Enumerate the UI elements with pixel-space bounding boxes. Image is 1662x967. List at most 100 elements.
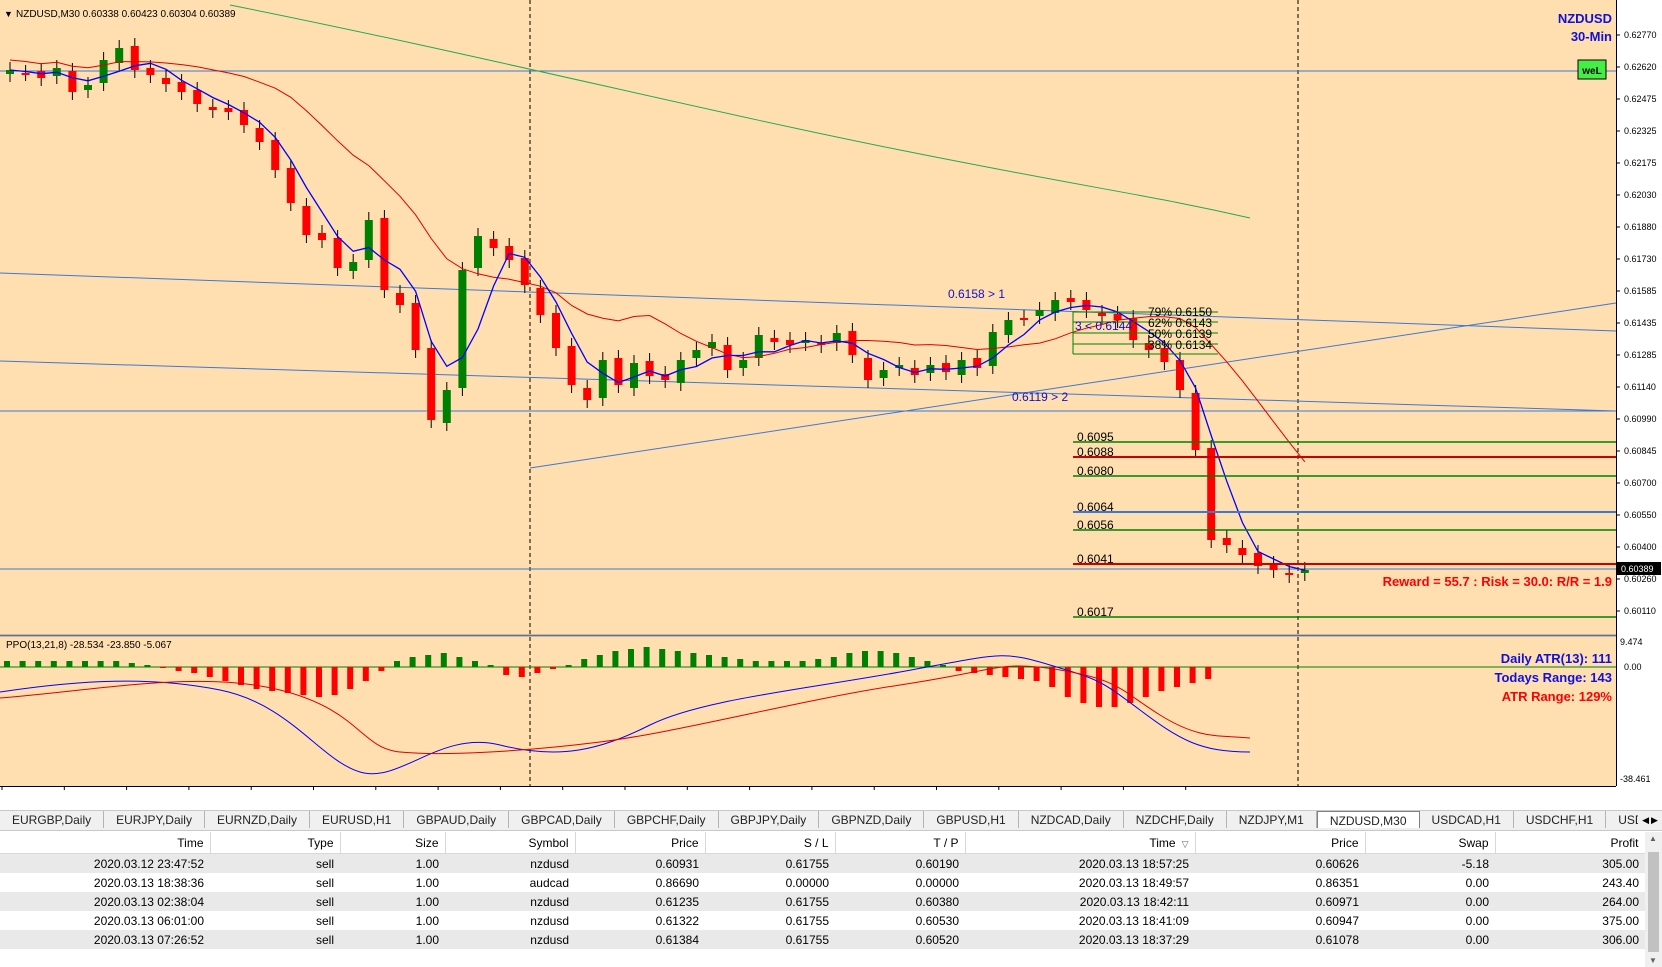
order-cell: 0.60190 <box>835 853 965 873</box>
candle-body <box>364 220 373 260</box>
ppo-bar <box>830 657 837 667</box>
main-chart-background <box>0 0 1616 634</box>
wel-badge[interactable] <box>1577 59 1607 80</box>
candle-body <box>1020 318 1028 320</box>
column-header[interactable]: Symbol <box>445 832 576 854</box>
orders-scrollbar[interactable]: ▲ ▼ <box>1645 832 1662 967</box>
column-header[interactable]: Swap <box>1365 832 1496 854</box>
ppo-bar <box>97 661 104 667</box>
level-label: 0.6041 <box>1077 552 1114 566</box>
chevron-right-icon[interactable]: ▶ <box>1651 815 1658 825</box>
candle-body <box>1035 310 1044 316</box>
column-header[interactable]: Profit <box>1495 832 1646 854</box>
candle-body <box>1051 300 1060 313</box>
candle-body <box>692 350 701 358</box>
order-row[interactable]: 2020.03.13 07:26:52 sell 1.00 nzdusd 0.61384… <box>0 930 1645 949</box>
candle-body <box>286 168 295 203</box>
chart-tab[interactable]: EURGBP,Daily <box>0 811 105 828</box>
column-header[interactable]: Time ▽ <box>965 832 1196 854</box>
order-row[interactable]: 2020.03.13 02:38:04 sell 1.00 nzdusd 0.61235… <box>0 892 1645 911</box>
column-header[interactable]: Price <box>1195 832 1366 854</box>
candle-body <box>832 333 841 343</box>
chart-tab[interactable]: USDCAD,H1 <box>1420 811 1514 828</box>
candle-body <box>271 140 280 170</box>
ppo-bar <box>1064 667 1071 697</box>
column-header-label: Type <box>307 835 334 850</box>
ppo-bar <box>612 651 619 667</box>
chart-tab[interactable]: EURJPY,Daily <box>104 811 205 828</box>
chart-tab[interactable]: NZDUSD,M30 <box>1316 811 1420 828</box>
candle-body <box>1066 298 1075 302</box>
order-row[interactable]: 2020.03.12 23:47:52 sell 1.00 nzdusd 0.60931… <box>0 853 1645 873</box>
chart-tab[interactable]: NZDJPY,M1 <box>1227 811 1317 828</box>
candle-body <box>754 335 763 358</box>
candle-body <box>1207 448 1216 540</box>
column-header[interactable]: S / L <box>705 832 836 854</box>
price-scale-label: 0.62620 <box>1624 62 1657 72</box>
order-cell: 375.00 <box>1602 913 1639 928</box>
ppo-bar <box>409 657 416 667</box>
chart-tab[interactable]: USDCHF,H1 <box>1514 811 1607 828</box>
level-label: 0.6017 <box>1077 605 1114 619</box>
candle-body <box>255 128 264 142</box>
level-label: 0.6064 <box>1077 500 1114 514</box>
order-row[interactable]: 2020.03.13 06:01:00 sell 1.00 nzdusd 0.61322… <box>0 911 1645 930</box>
ma-slow-line <box>9 59 1306 463</box>
candle-body <box>864 358 872 380</box>
order-row[interactable]: 2020.03.13 18:38:36 sell 1.00 audcad 0.86690… <box>0 873 1645 892</box>
order-cell: 0.00000 <box>785 875 829 890</box>
ppo-bar <box>425 655 432 667</box>
chart-tab[interactable]: GBPCHF,Daily <box>615 811 719 828</box>
scroll-thumb[interactable] <box>1648 852 1659 952</box>
column-header[interactable]: T / P <box>835 832 966 854</box>
price-scale-label: 0.60845 <box>1624 446 1657 456</box>
column-header[interactable]: Size <box>340 832 446 854</box>
column-header[interactable]: Type <box>210 832 341 854</box>
ppo-bar <box>1096 667 1102 707</box>
ppo-bar <box>487 665 494 667</box>
candle-body <box>146 68 155 75</box>
price-scale[interactable]: 0.62770 0.62620 0.62475 0.62325 0.62175 0.620… <box>1616 30 1657 616</box>
chart-tab[interactable]: GBPCAD,Daily <box>509 811 615 828</box>
chart-tab[interactable]: NZDCAD,Daily <box>1019 811 1124 828</box>
candle-body <box>1129 318 1138 340</box>
fib-label: 62% 0.6143 <box>1148 316 1212 330</box>
fib-label: 50% 0.6139 <box>1148 327 1212 341</box>
trendline[interactable] <box>0 360 1617 412</box>
candle-body <box>645 361 654 376</box>
trendline[interactable] <box>529 302 1617 469</box>
candle-body <box>614 358 623 385</box>
chart-window[interactable]: 79% 0.6150 62% 0.6143 50% 0.6139 38% 0.6… <box>0 0 1662 802</box>
candle-body <box>427 348 436 420</box>
column-header-label: T / P <box>933 835 959 850</box>
ppo-bar <box>955 667 962 671</box>
candle-body <box>895 365 904 368</box>
ppo-bar <box>206 667 213 677</box>
ppo-bar <box>581 659 588 667</box>
chart-tab[interactable]: EURNZD,Daily <box>205 811 310 828</box>
candle-body <box>177 82 186 92</box>
order-cell: 2020.03.13 18:57:25 <box>965 853 1195 873</box>
ppo-scale-top: 9.474 <box>1620 637 1643 647</box>
chart-canvas[interactable]: 79% 0.6150 62% 0.6143 50% 0.6139 38% 0.6… <box>0 0 1662 802</box>
chart-tab[interactable]: GBPJPY,Daily <box>719 811 820 828</box>
column-header[interactable]: Price <box>575 832 706 854</box>
tab-scroll-buttons[interactable]: ◀ ▶ <box>1638 811 1662 830</box>
chart-tab[interactable]: GBPAUD,Daily <box>404 811 510 828</box>
trendline[interactable] <box>0 272 1617 332</box>
ppo-bar <box>768 661 775 667</box>
chart-header-arrow[interactable]: ▼ <box>4 9 13 19</box>
chart-tab[interactable]: GBPNZD,Daily <box>819 811 925 828</box>
candle-body <box>1238 548 1247 555</box>
chart-tab[interactable]: NZDCHF,Daily <box>1124 811 1227 828</box>
chart-tab[interactable]: GBPUSD,H1 <box>924 811 1019 828</box>
scroll-down-icon[interactable]: ▼ <box>1649 956 1657 965</box>
ppo-bar <box>596 655 603 667</box>
order-cell: 0.00 <box>1465 875 1489 890</box>
ppo-bar <box>1174 667 1180 687</box>
candle-body <box>786 340 794 345</box>
scroll-up-icon[interactable]: ▲ <box>1649 834 1657 843</box>
column-header[interactable]: Time <box>0 832 211 854</box>
chevron-left-icon[interactable]: ◀ <box>1642 815 1649 825</box>
chart-tab[interactable]: EURUSD,H1 <box>310 811 405 828</box>
